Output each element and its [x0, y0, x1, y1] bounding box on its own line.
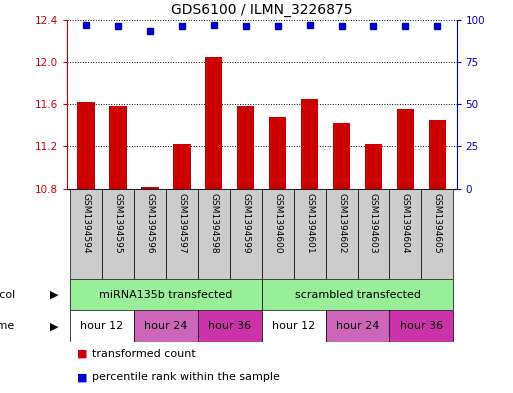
Bar [269, 117, 286, 189]
Text: ■: ■ [77, 349, 87, 359]
Text: GSM1394599: GSM1394599 [241, 193, 250, 254]
Bar [326, 189, 358, 279]
Text: GSM1394605: GSM1394605 [433, 193, 442, 254]
Bar [70, 279, 262, 310]
Bar [77, 102, 95, 189]
Text: GSM1394595: GSM1394595 [113, 193, 122, 254]
Bar [389, 189, 421, 279]
Text: ■: ■ [77, 372, 87, 382]
Text: time: time [0, 321, 15, 331]
Bar [198, 310, 262, 342]
Bar [134, 310, 198, 342]
Text: ▶: ▶ [50, 290, 58, 300]
Text: hour 36: hour 36 [400, 321, 443, 331]
Text: transformed count: transformed count [92, 349, 196, 359]
Bar [428, 120, 446, 189]
Bar [230, 189, 262, 279]
Text: hour 12: hour 12 [272, 321, 315, 331]
Text: ▶: ▶ [50, 321, 58, 331]
Text: percentile rank within the sample: percentile rank within the sample [92, 372, 280, 382]
Bar [173, 144, 190, 189]
Text: GSM1394601: GSM1394601 [305, 193, 314, 254]
Text: GSM1394598: GSM1394598 [209, 193, 218, 254]
Bar [293, 189, 326, 279]
Text: GSM1394594: GSM1394594 [82, 193, 90, 253]
Bar [301, 99, 319, 189]
Bar [333, 123, 350, 189]
Text: GSM1394604: GSM1394604 [401, 193, 410, 253]
Bar [198, 189, 230, 279]
Text: hour 12: hour 12 [80, 321, 124, 331]
Bar [397, 109, 414, 189]
Bar [237, 106, 254, 189]
Text: GSM1394596: GSM1394596 [145, 193, 154, 254]
Text: GSM1394600: GSM1394600 [273, 193, 282, 254]
Bar [102, 189, 134, 279]
Bar [262, 310, 326, 342]
Bar [141, 187, 159, 189]
Bar [389, 310, 453, 342]
Bar [326, 310, 389, 342]
Bar [262, 279, 453, 310]
Bar [365, 144, 382, 189]
Text: GSM1394603: GSM1394603 [369, 193, 378, 254]
Text: GSM1394597: GSM1394597 [177, 193, 186, 254]
Text: hour 24: hour 24 [144, 321, 187, 331]
Bar [70, 189, 102, 279]
Text: hour 24: hour 24 [336, 321, 379, 331]
Title: GDS6100 / ILMN_3226875: GDS6100 / ILMN_3226875 [171, 3, 352, 17]
Bar [70, 310, 134, 342]
Bar [421, 189, 453, 279]
Bar [166, 189, 198, 279]
Text: miRNA135b transfected: miRNA135b transfected [99, 290, 232, 300]
Text: scrambled transfected: scrambled transfected [294, 290, 421, 300]
Text: protocol: protocol [0, 290, 15, 300]
Bar [358, 189, 389, 279]
Bar [205, 57, 223, 189]
Bar [262, 189, 293, 279]
Bar [134, 189, 166, 279]
Text: hour 36: hour 36 [208, 321, 251, 331]
Bar [109, 106, 127, 189]
Text: GSM1394602: GSM1394602 [337, 193, 346, 253]
